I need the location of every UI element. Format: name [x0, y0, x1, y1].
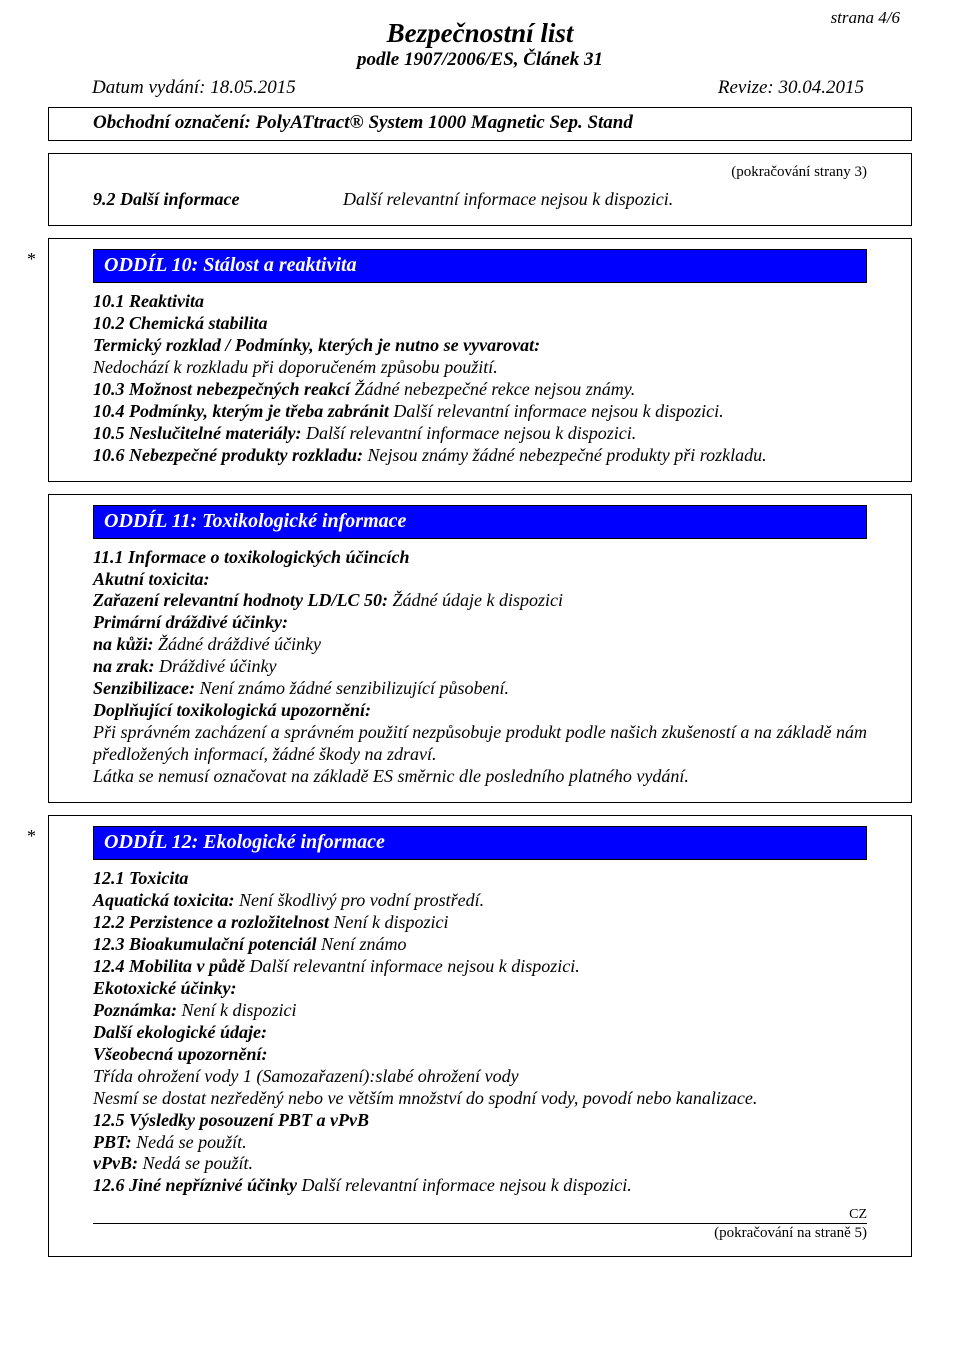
s12-p4b: Není známo [321, 934, 407, 954]
block-sec12: * ODDÍL 12: Ekologické informace 12.1 To… [48, 815, 912, 1257]
block-sec9: (pokračování strany 3) 9.2 Další informa… [48, 153, 912, 226]
s12-p14a: vPvB: [93, 1153, 142, 1173]
section-heading-12: ODDÍL 12: Ekologické informace [93, 826, 867, 860]
s12-p4a: 12.3 Bioakumulační potenciál [93, 934, 321, 954]
s10-p4: Nedochází k rozkladu při doporučeném způ… [93, 357, 498, 377]
s12-p15a: 12.6 Jiné nepříznivé účinky [93, 1175, 302, 1195]
sec9-label: 9.2 Další informace [93, 189, 343, 211]
s12-p9: Všeobecná upozornění: [93, 1044, 268, 1064]
revision-date: Revize: 30.04.2015 [718, 77, 864, 99]
s12-p1: 12.1 Toxicita [93, 868, 188, 888]
s10-p7b: Další relevantní informace nejsou k disp… [306, 423, 636, 443]
s12-p2a: Aquatická toxicita: [93, 890, 239, 910]
s10-p6b: Další relevantní informace nejsou k disp… [393, 401, 723, 421]
s11-p2: Akutní toxicita: [93, 569, 210, 589]
issue-date: Datum vydání: 18.05.2015 [92, 77, 296, 99]
s11-p10: Látka se nemusí označovat na základě ES … [93, 766, 689, 786]
s12-p2b: Není škodlivý pro vodní prostředí. [239, 890, 484, 910]
s12-p11: Nesmí se dostat nezředěný nebo ve větším… [93, 1088, 757, 1108]
section-heading-10: ODDÍL 10: Stálost a reaktivita [93, 249, 867, 283]
s10-p8b: Nejsou známy žádné nebezpečné produkty p… [367, 445, 766, 465]
block-sec11: ODDÍL 11: Toxikologické informace 11.1 I… [48, 494, 912, 803]
s11-p7b: Není známo žádné senzibilizující působen… [200, 678, 510, 698]
s12-p3b: Není k dispozici [334, 912, 449, 932]
continuation-from: (pokračování strany 3) [93, 164, 867, 181]
asterisk-icon: * [27, 826, 36, 847]
s11-p4: Primární dráždivé účinky: [93, 612, 288, 632]
s11-p8: Doplňující toxikologická upozornění: [93, 700, 371, 720]
s11-p5b: Žádné dráždivé účinky [158, 634, 321, 654]
sec9-value: Další relevantní informace nejsou k disp… [343, 189, 673, 211]
s12-p5a: 12.4 Mobilita v půdě [93, 956, 250, 976]
s11-p5a: na kůži: [93, 634, 158, 654]
s11-p3b: Žádné údaje k dispozici [393, 590, 563, 610]
s10-p3: Termický rozklad / Podmínky, kterých je … [93, 335, 540, 355]
s12-p15b: Další relevantní informace nejsou k disp… [302, 1175, 632, 1195]
s12-p14b: Nedá se použít. [142, 1153, 253, 1173]
s10-p1: 10.1 Reaktivita [93, 291, 204, 311]
trade-name: Obchodní označení: PolyATtract® System 1… [93, 112, 633, 133]
s12-p13a: PBT: [93, 1132, 136, 1152]
s11-p6a: na zrak: [93, 656, 159, 676]
s12-p10: Třída ohrožení vody 1 (Samozařazení):sla… [93, 1066, 519, 1086]
s11-p3a: Zařazení relevantní hodnoty LD/LC 50: [93, 590, 393, 610]
block-sec10: * ODDÍL 10: Stálost a reaktivita 10.1 Re… [48, 238, 912, 482]
s10-p2: 10.2 Chemická stabilita [93, 313, 268, 333]
s11-p7a: Senzibilizace: [93, 678, 200, 698]
s12-p5b: Další relevantní informace nejsou k disp… [250, 956, 580, 976]
s12-p6: Ekotoxické účinky: [93, 978, 236, 998]
continuation-to: (pokračování na straně 5) [93, 1225, 867, 1242]
s12-p13b: Nedá se použít. [136, 1132, 247, 1152]
footer-lang: CZ [93, 1207, 867, 1224]
s10-p5b: Žádné nebezpečné rekce nejsou známy. [354, 379, 635, 399]
section-heading-11: ODDÍL 11: Toxikologické informace [93, 505, 867, 539]
doc-subtitle: podle 1907/2006/ES, Článek 31 [0, 49, 960, 71]
s11-p1: 11.1 Informace o toxikologických účincíc… [93, 547, 410, 567]
s10-p5a: 10.3 Možnost nebezpečných reakcí [93, 379, 354, 399]
s10-p8a: 10.6 Nebezpečné produkty rozkladu: [93, 445, 367, 465]
trade-name-box: Obchodní označení: PolyATtract® System 1… [48, 107, 912, 141]
s11-p9: Při správném zacházení a správném použit… [93, 722, 867, 764]
s10-p7a: 10.5 Neslučitelné materiály: [93, 423, 306, 443]
doc-title: Bezpečnostní list [0, 0, 960, 49]
s12-p3a: 12.2 Perzistence a rozložitelnost [93, 912, 334, 932]
s12-p7a: Poznámka: [93, 1000, 182, 1020]
s12-p12: 12.5 Výsledky posouzení PBT a vPvB [93, 1110, 369, 1130]
s12-p8: Další ekologické údaje: [93, 1022, 267, 1042]
s11-p6b: Dráždivé účinky [159, 656, 276, 676]
s10-p6a: 10.4 Podmínky, kterým je třeba zabránit [93, 401, 393, 421]
page-number: strana 4/6 [831, 8, 900, 28]
s12-p7b: Není k dispozici [182, 1000, 297, 1020]
asterisk-icon: * [27, 249, 36, 270]
